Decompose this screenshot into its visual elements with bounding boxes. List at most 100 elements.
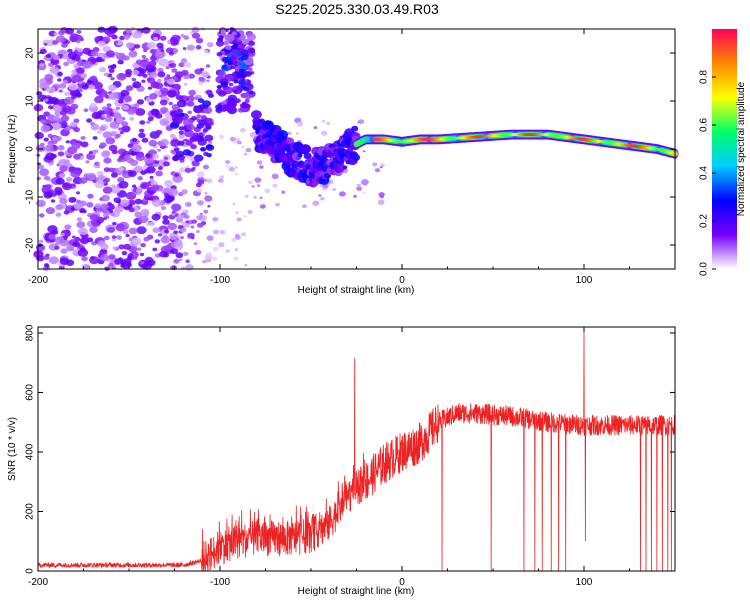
spectral-blob (55, 204, 63, 211)
spectral-blob (170, 149, 175, 154)
spectral-blob (186, 100, 195, 107)
spectral-blob (97, 89, 108, 98)
spectral-blob (101, 114, 106, 118)
spectral-blob (151, 184, 160, 192)
spectral-blob (212, 217, 219, 222)
spectral-blob (168, 101, 173, 106)
spectral-blob (206, 42, 214, 48)
spectral-blob (246, 79, 252, 84)
spectral-blob (377, 199, 385, 205)
spectral-blob (64, 96, 75, 105)
spectral-blob (224, 34, 235, 42)
spectral-blob (60, 232, 65, 237)
spectral-blob (147, 77, 156, 84)
spectral-blob (147, 116, 154, 122)
spectral-blob (107, 226, 115, 233)
spectral-blob (40, 142, 45, 147)
spectral-blob (64, 224, 72, 230)
spectral-blob (158, 58, 169, 67)
spectral-blob (65, 27, 74, 35)
spectral-blob (70, 121, 78, 128)
spectral-blob (43, 191, 53, 199)
spectral-blob (251, 110, 262, 120)
spectral-blob (149, 221, 155, 226)
spectral-blob (71, 74, 82, 83)
spectral-blob (173, 239, 183, 247)
spectral-blob (143, 49, 148, 53)
spectral-blob (117, 148, 127, 155)
spectral-blob (166, 78, 176, 85)
spectral-blob (59, 165, 68, 172)
spectral-blob (127, 108, 136, 115)
spectral-blob (119, 199, 130, 207)
spectral-blob (76, 217, 83, 222)
spectral-blob (172, 155, 180, 162)
spectral-blob (140, 68, 147, 74)
spectral-blob (175, 150, 185, 158)
spectral-blob (202, 128, 208, 133)
spectral-blob (121, 159, 126, 163)
spectral-blob (44, 98, 49, 102)
spectral-blob (73, 153, 81, 160)
spectral-blob (239, 72, 247, 79)
spectral-blob (171, 210, 176, 214)
spectral-blob (116, 72, 127, 81)
spectral-blob (320, 197, 325, 201)
spectral-blob (77, 47, 84, 53)
spectral-blob (169, 196, 174, 200)
spectral-blob (177, 108, 183, 113)
spectral-blob (118, 181, 129, 189)
snr-xtick-label: 0 (399, 577, 405, 588)
spectral-blob (227, 57, 233, 62)
spectral-blob (191, 236, 195, 240)
spectral-blob (247, 40, 256, 47)
spectral-blob (141, 183, 148, 189)
spectral-blob (68, 83, 79, 91)
spectral-blob (160, 206, 167, 210)
spectral-blob (150, 71, 158, 78)
spectral-blob (63, 210, 70, 215)
spectral-blob (62, 79, 69, 85)
spectral-blob (254, 177, 262, 183)
spectral-blob (185, 264, 194, 271)
spectral-blob (108, 84, 117, 92)
spectral-blob (233, 79, 239, 84)
spectral-blob (80, 141, 89, 148)
spectral-blob (235, 233, 240, 238)
spectral-blob (224, 49, 229, 53)
spectral-blob (121, 121, 129, 127)
spectral-blob (380, 163, 385, 167)
spectral-blob (139, 120, 146, 125)
spectral-blob (248, 90, 254, 95)
spectral-blob (318, 194, 322, 197)
spectral-blob (143, 236, 150, 242)
spectral-blob (107, 263, 114, 268)
spectral-blob (198, 76, 205, 82)
spectral-blob (217, 30, 227, 38)
spectral-blob (50, 199, 56, 203)
spectral-blob (180, 266, 186, 271)
spectral-blob (160, 107, 169, 114)
spectral-blob (196, 171, 205, 178)
snr-xtick-label: -200 (28, 577, 48, 588)
spectral-blob (52, 54, 60, 61)
spectral-blob (165, 66, 170, 69)
spectral-blob (105, 137, 116, 145)
spectral-blob (245, 147, 252, 153)
spectral-blob (275, 202, 280, 207)
spectral-blob (77, 227, 88, 236)
spectral-blob (196, 230, 200, 233)
snr-ytick-label: 800 (25, 324, 36, 341)
spectral-blob (48, 256, 59, 265)
spectral-blob (182, 149, 192, 156)
spectral-blob (247, 180, 254, 185)
spectral-blob (147, 86, 152, 90)
spectral-blob (135, 108, 146, 116)
spectral-blob (57, 71, 63, 77)
spectral-blob (184, 167, 192, 173)
spectral-blob (162, 219, 170, 225)
spectral-blob (57, 151, 65, 157)
spectral-blob (236, 138, 240, 141)
spectral-blob (200, 115, 207, 120)
spectral-blob (66, 244, 75, 252)
